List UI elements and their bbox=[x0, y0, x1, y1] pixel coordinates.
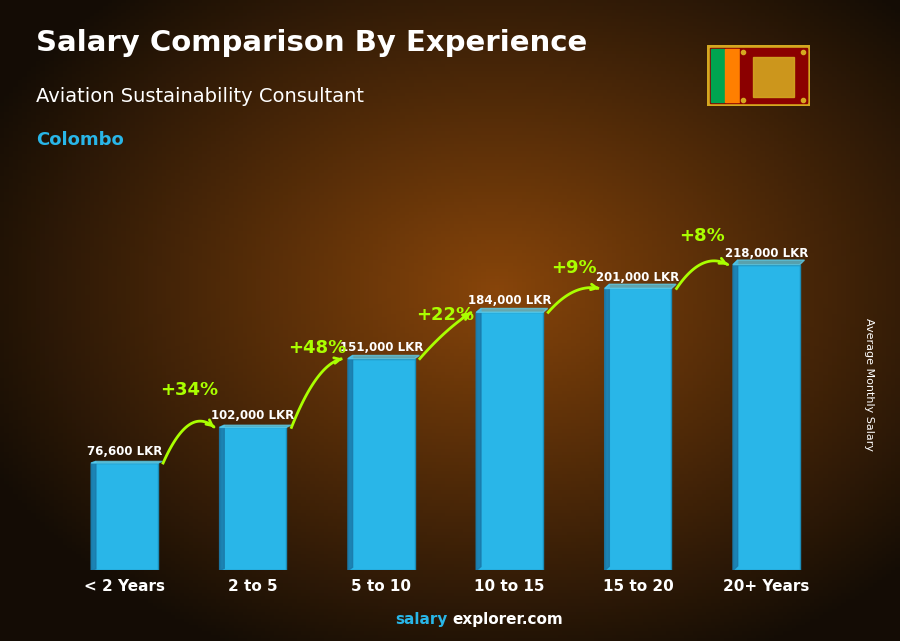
Polygon shape bbox=[348, 356, 353, 570]
Bar bbox=[476, 312, 543, 570]
Text: 151,000 LKR: 151,000 LKR bbox=[339, 341, 423, 354]
Text: 201,000 LKR: 201,000 LKR bbox=[597, 271, 680, 283]
Polygon shape bbox=[220, 425, 291, 428]
Text: Aviation Sustainability Consultant: Aviation Sustainability Consultant bbox=[36, 87, 364, 106]
Polygon shape bbox=[733, 260, 805, 265]
Text: Salary Comparison By Experience: Salary Comparison By Experience bbox=[36, 29, 587, 57]
Text: +8%: +8% bbox=[680, 227, 725, 245]
Polygon shape bbox=[348, 356, 419, 359]
Bar bbox=[220, 428, 286, 570]
Bar bbox=[711, 49, 724, 102]
Polygon shape bbox=[605, 284, 676, 288]
Bar bbox=[91, 463, 158, 570]
Polygon shape bbox=[220, 425, 224, 570]
Text: 102,000 LKR: 102,000 LKR bbox=[212, 410, 294, 422]
Bar bbox=[740, 49, 807, 102]
Bar bbox=[753, 57, 795, 97]
Polygon shape bbox=[733, 260, 738, 570]
Polygon shape bbox=[605, 284, 609, 570]
Bar bbox=[348, 359, 415, 570]
Polygon shape bbox=[91, 462, 96, 570]
Text: +48%: +48% bbox=[288, 339, 346, 357]
Text: 184,000 LKR: 184,000 LKR bbox=[468, 294, 552, 308]
Bar bbox=[605, 288, 671, 570]
Text: Colombo: Colombo bbox=[36, 131, 124, 149]
Text: +9%: +9% bbox=[551, 259, 597, 278]
Text: explorer.com: explorer.com bbox=[453, 612, 563, 627]
Polygon shape bbox=[91, 462, 163, 463]
Text: Average Monthly Salary: Average Monthly Salary bbox=[863, 318, 874, 451]
Bar bbox=[733, 265, 800, 570]
Text: +34%: +34% bbox=[159, 381, 218, 399]
Text: +22%: +22% bbox=[417, 306, 474, 324]
Text: salary: salary bbox=[395, 612, 447, 627]
Bar bbox=[725, 49, 739, 102]
Polygon shape bbox=[476, 308, 548, 312]
Polygon shape bbox=[476, 308, 481, 570]
Bar bbox=[740, 49, 807, 102]
Text: 76,600 LKR: 76,600 LKR bbox=[87, 445, 162, 458]
Text: 218,000 LKR: 218,000 LKR bbox=[724, 247, 808, 260]
